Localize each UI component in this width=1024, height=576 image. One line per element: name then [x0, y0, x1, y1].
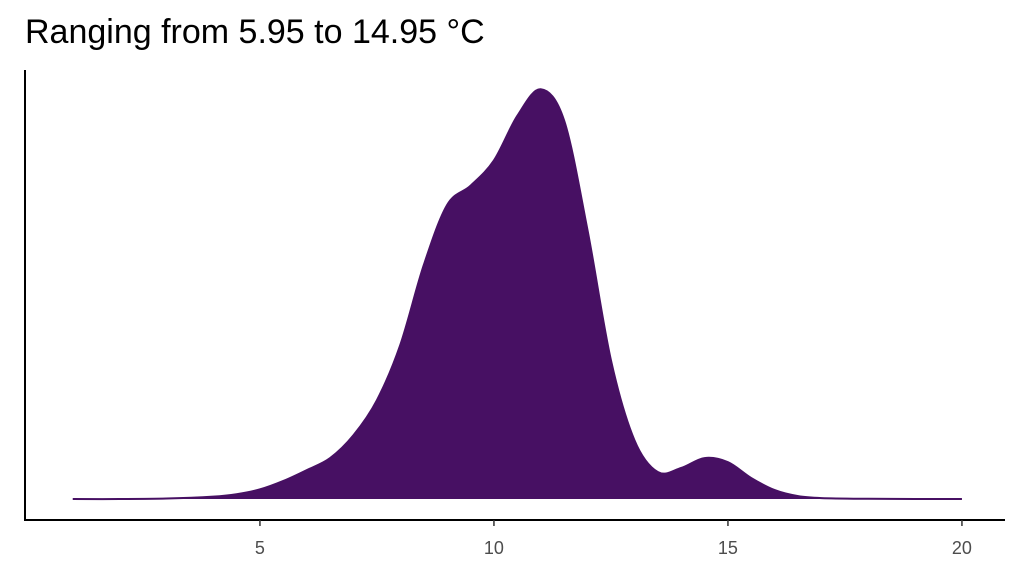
x-tick-label: 15: [718, 538, 738, 558]
x-tick-label: 5: [255, 538, 265, 558]
chart-title: Ranging from 5.95 to 14.95 °C: [25, 13, 485, 51]
density-line: [72, 88, 962, 501]
x-tick-label: 10: [484, 538, 504, 558]
density-area: [72, 89, 962, 500]
x-tick-label: 20: [952, 538, 972, 558]
